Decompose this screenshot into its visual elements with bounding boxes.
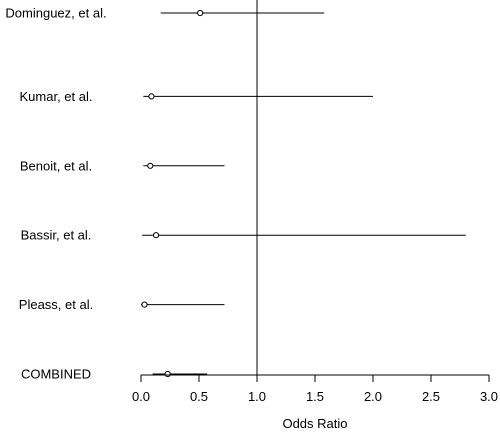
study-row: Benoit, et al.: [20, 158, 225, 173]
study-label: Pleass, et al.: [19, 297, 93, 312]
study-label: Kumar, et al.: [20, 89, 93, 104]
study-row: COMBINED: [21, 367, 208, 382]
odds-ratio-point: [164, 370, 171, 378]
odds-ratio-point: [197, 9, 204, 17]
study-label: Dominguez, et al.: [5, 6, 106, 21]
x-tick-label: 1.5: [306, 389, 324, 404]
x-tick-label: 1.0: [248, 389, 266, 404]
x-tick-label: 2.5: [422, 389, 440, 404]
x-tick-label: 0.5: [190, 389, 208, 404]
x-axis-title: Odds Ratio: [282, 416, 347, 431]
study-row: Dominguez, et al.: [5, 6, 325, 21]
x-axis: 0.0 0.5 1.0 1.5 2.0 2.5 3.0: [132, 374, 498, 404]
x-tick-label: 3.0: [480, 389, 498, 404]
odds-ratio-point: [152, 232, 160, 239]
study-rows: Dominguez, et al. Kumar, et al. Benoit, et…: [5, 6, 466, 382]
study-row: Kumar, et al.: [20, 89, 373, 104]
study-row: Pleass, et al.: [19, 297, 225, 312]
x-tick-label: 2.0: [364, 389, 382, 404]
x-tick-label: 0.0: [132, 389, 150, 404]
study-row: Bassir, et al.: [21, 228, 466, 243]
study-label: Benoit, et al.: [20, 158, 92, 173]
odds-ratio-point: [148, 93, 155, 100]
odds-ratio-point: [141, 301, 148, 308]
study-label: Bassir, et al.: [21, 228, 92, 243]
odds-ratio-point: [147, 162, 154, 169]
study-label: COMBINED: [21, 367, 91, 382]
